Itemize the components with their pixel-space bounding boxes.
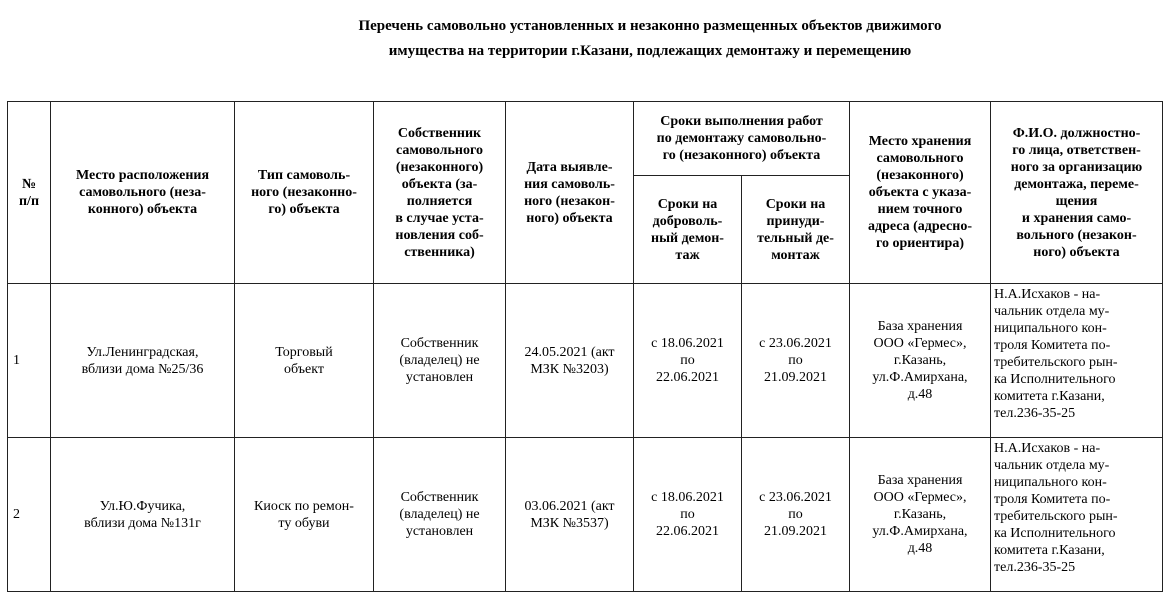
objects-table: № п/п Место расположения самовольного (н… <box>7 101 1163 592</box>
cell-date: 24.05.2021 (акт МЗК №3203) <box>505 283 634 438</box>
header-date: Дата выявле- ния самоволь- ного (незакон… <box>505 101 634 284</box>
header-type: Тип самоволь- ного (незаконно- го) объек… <box>234 101 374 284</box>
cell-forced: с 23.06.2021 по 21.09.2021 <box>741 437 850 592</box>
header-forced: Сроки на принуди- тельный де- монтаж <box>741 175 850 284</box>
header-num: № п/п <box>7 101 51 284</box>
cell-forced: с 23.06.2021 по 21.09.2021 <box>741 283 850 438</box>
document-title-text: Перечень самовольно установленных и неза… <box>358 18 942 59</box>
header-location: Место расположения самовольного (неза- к… <box>50 101 235 284</box>
cell-location: Ул.Ленинградская, вблизи дома №25/36 <box>50 283 235 438</box>
cell-voluntary: с 18.06.2021 по 22.06.2021 <box>633 283 742 438</box>
cell-date: 03.06.2021 (акт МЗК №3537) <box>505 437 634 592</box>
header-owner: Собственник самовольного (незаконного) о… <box>373 101 506 284</box>
cell-type: Торговый объект <box>234 283 374 438</box>
header-storage: Место хранения самовольного (незаконного… <box>849 101 991 284</box>
cell-owner: Собственник (владелец) не установлен <box>373 437 506 592</box>
cell-responsible: Н.А.Исхаков - на- чальник отдела му- ниц… <box>990 437 1163 592</box>
cell-storage: База хранения ООО «Гермес», г.Казань, ул… <box>849 437 991 592</box>
table-row: 1 Ул.Ленинградская, вблизи дома №25/36 Т… <box>7 283 1163 438</box>
cell-voluntary: с 18.06.2021 по 22.06.2021 <box>633 437 742 592</box>
cell-num: 2 <box>7 437 51 592</box>
table-row: 2 Ул.Ю.Фучика, вблизи дома №131г Киоск п… <box>7 437 1163 592</box>
cell-owner: Собственник (владелец) не установлен <box>373 283 506 438</box>
header-terms-group: Сроки выполнения работ по демонтажу само… <box>633 101 850 176</box>
cell-storage: База хранения ООО «Гермес», г.Казань, ул… <box>849 283 991 438</box>
document-title: Перечень самовольно установленных и неза… <box>0 14 1170 64</box>
cell-type: Киоск по ремон- ту обуви <box>234 437 374 592</box>
cell-location: Ул.Ю.Фучика, вблизи дома №131г <box>50 437 235 592</box>
cell-responsible: Н.А.Исхаков - на- чальник отдела му- ниц… <box>990 283 1163 438</box>
header-responsible: Ф.И.О. должностно- го лица, ответствен- … <box>990 101 1163 284</box>
header-voluntary: Сроки на доброволь- ный демон- таж <box>633 175 742 284</box>
cell-num: 1 <box>7 283 51 438</box>
